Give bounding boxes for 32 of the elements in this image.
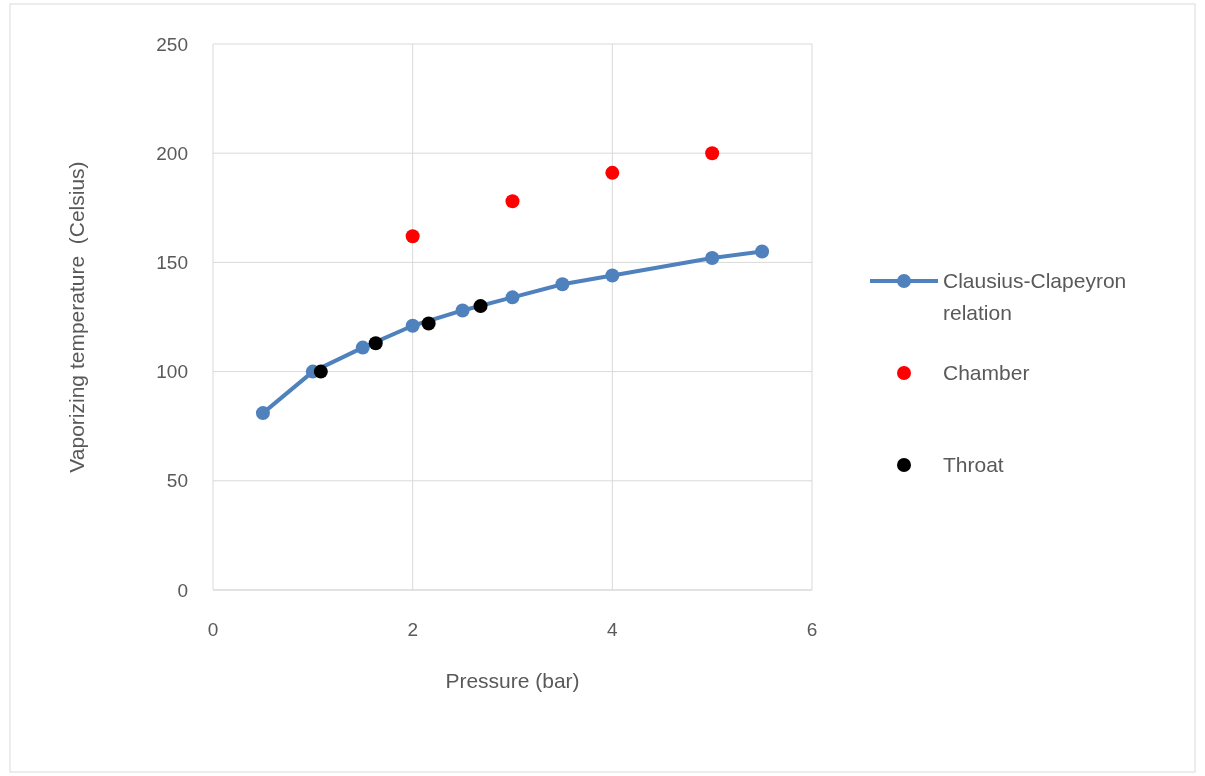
point (705, 251, 720, 266)
y-axis-title: Vaporizing temperature (Celsius) (65, 161, 88, 473)
x-axis-title: Pressure (bar) (445, 669, 580, 692)
point (505, 194, 520, 209)
point (313, 364, 328, 379)
x-tick-label: 4 (607, 619, 619, 640)
x-tick-label: 6 (806, 619, 818, 640)
y-tick-label: 0 (177, 579, 188, 601)
point (705, 146, 720, 161)
point (455, 303, 470, 318)
legend-label: Clausius-Clapeyron relation (943, 269, 1127, 324)
x-tick-label: 0 (207, 619, 219, 640)
point (405, 318, 420, 333)
point (421, 316, 436, 331)
y-tick-label: 250 (156, 33, 188, 55)
y-tick-label: 50 (166, 470, 188, 492)
point (555, 277, 570, 292)
point (255, 406, 270, 421)
y-tick-label: 100 (156, 361, 188, 383)
point (405, 229, 420, 244)
point (368, 336, 383, 351)
point (505, 290, 520, 305)
point (755, 244, 770, 259)
y-tick-label: 200 (156, 142, 188, 164)
point (605, 268, 620, 283)
legend-label: Throat (943, 453, 1004, 477)
point (355, 340, 370, 355)
y-tick-label: 150 (156, 252, 188, 274)
legend-label: Chamber (943, 361, 1030, 385)
point (473, 299, 488, 314)
point (605, 165, 620, 180)
x-tick-label: 2 (407, 619, 418, 640)
